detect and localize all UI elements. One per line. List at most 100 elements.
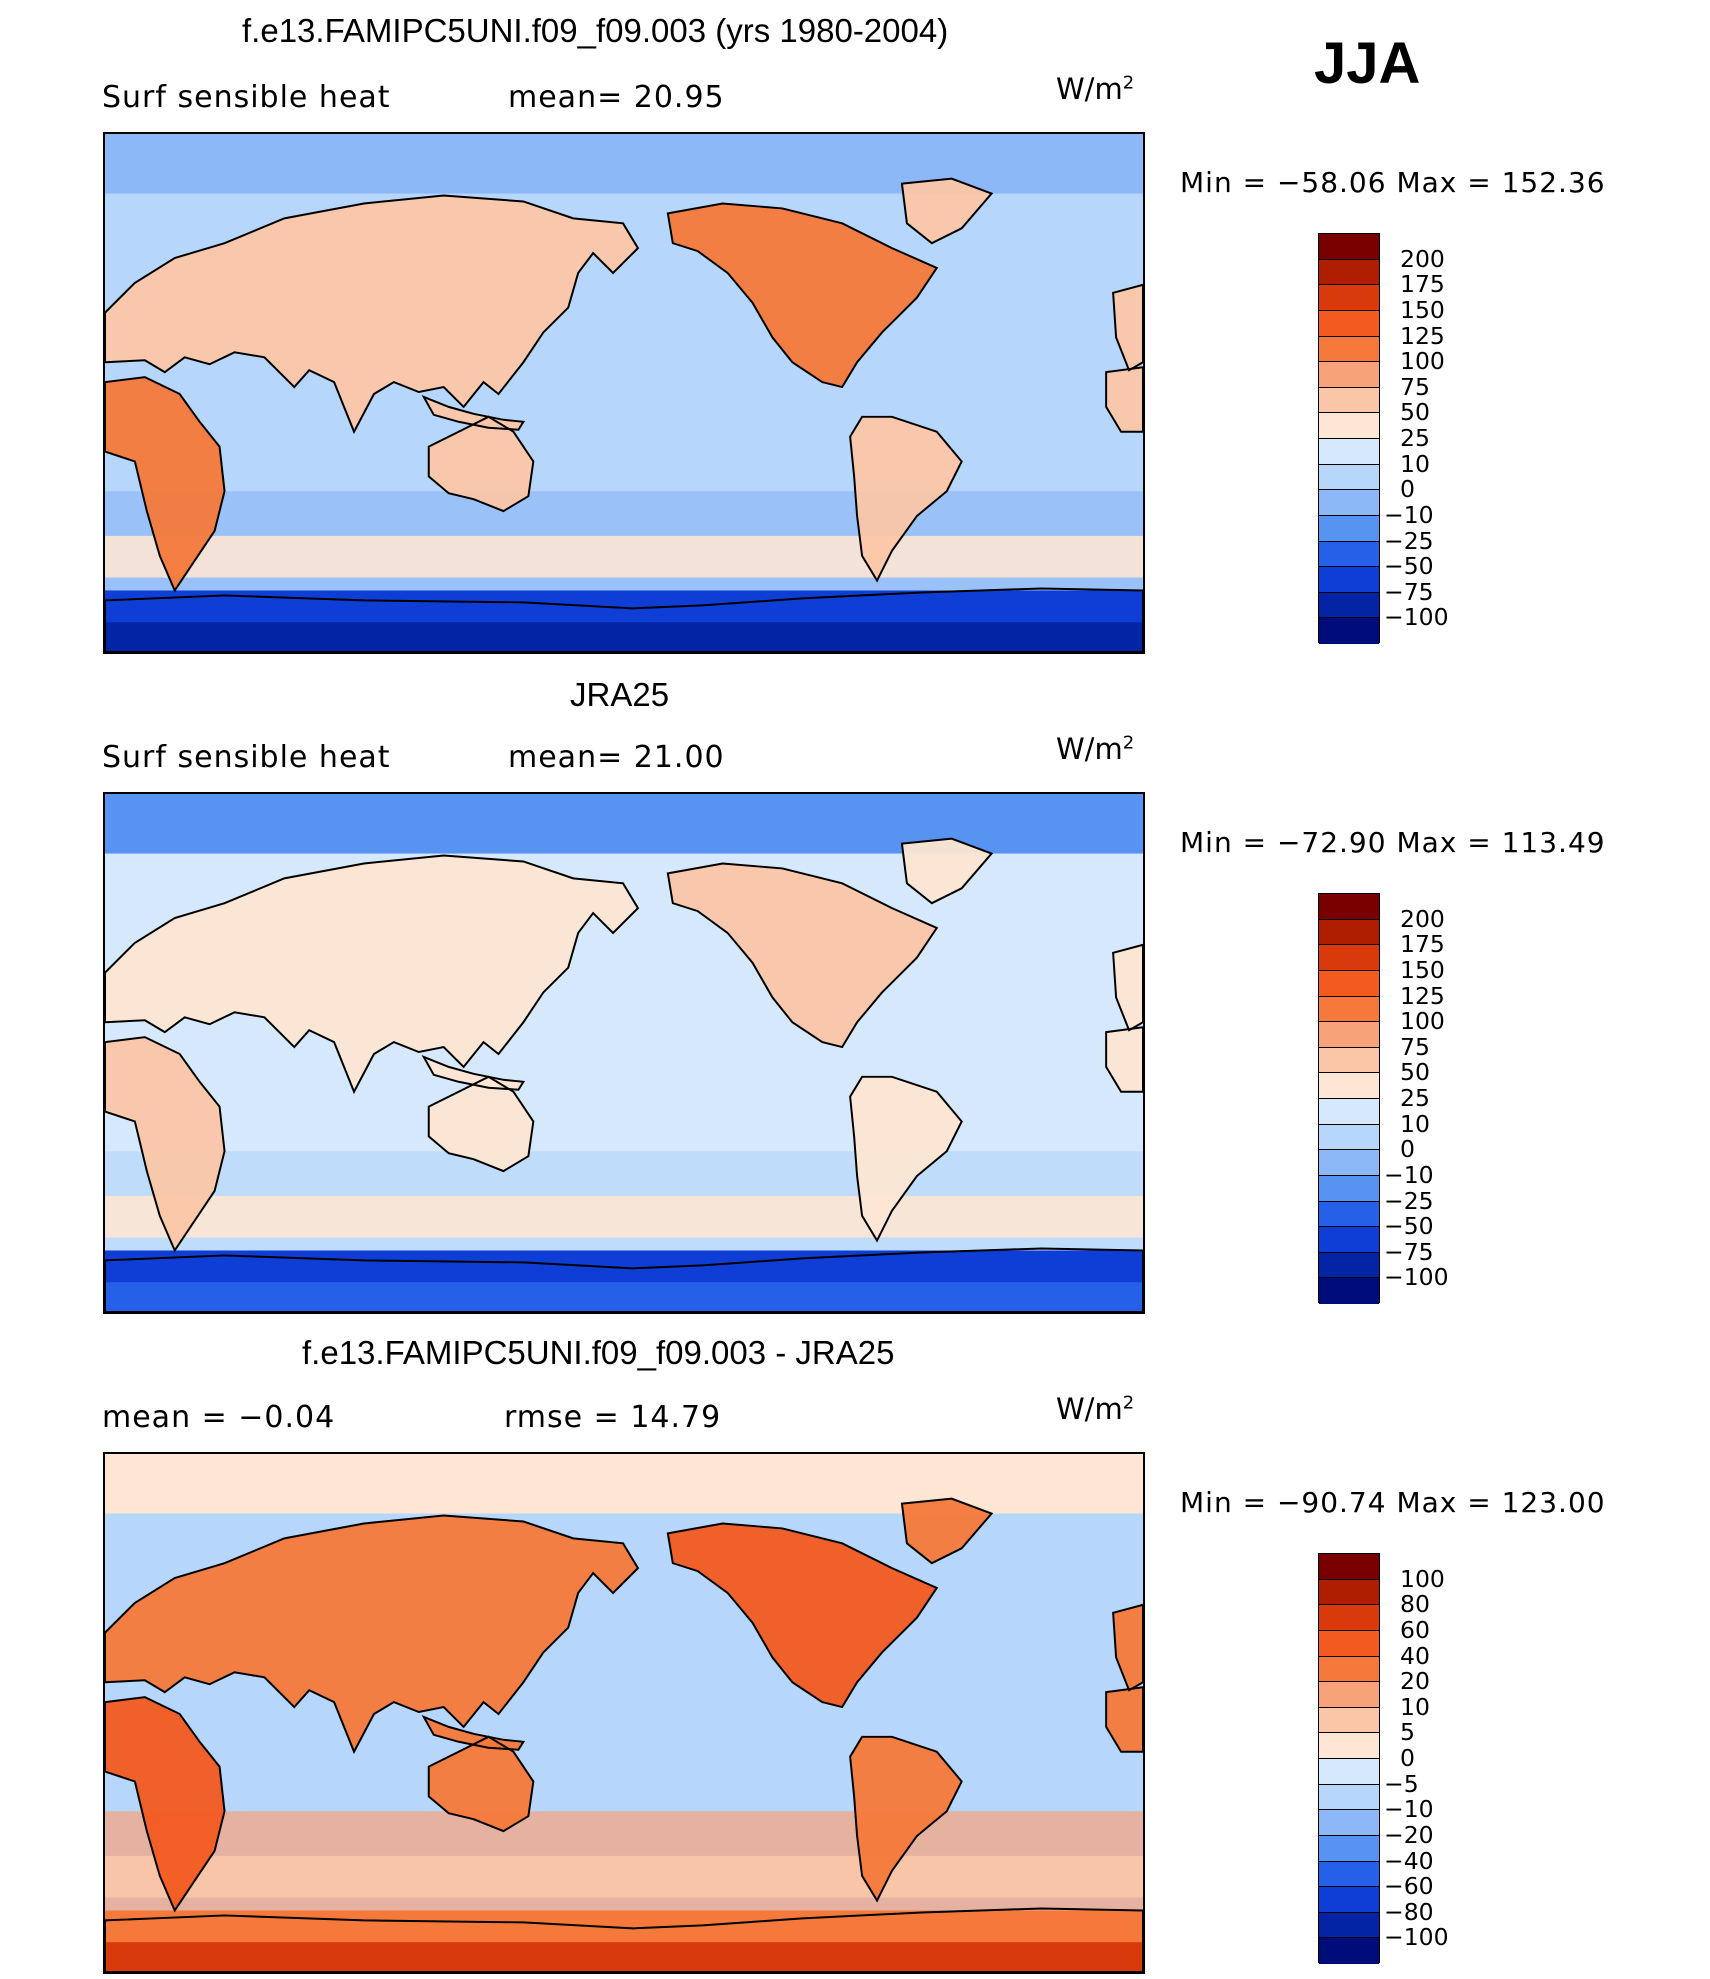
colorbar-label: 100 — [1400, 1564, 1445, 1593]
colorbar-label: 10 — [1400, 1109, 1430, 1138]
panel-1-title: f.e13.FAMIPC5UNI.f09_f09.003 (yrs 1980-2… — [242, 12, 949, 49]
colorbar-box — [1319, 310, 1379, 337]
coastline-greenland — [900, 177, 994, 245]
colorbar-box — [1319, 1073, 1379, 1099]
coastline-iberia — [1112, 283, 1143, 372]
colorbar-label: 100 — [1400, 1007, 1445, 1036]
land-eurasia — [105, 855, 638, 1092]
coastline-africa — [105, 1036, 226, 1253]
colorbar-label: −10 — [1384, 1160, 1434, 1189]
panel-3-colorbar — [1318, 1553, 1380, 1964]
coastline-northam — [666, 1522, 939, 1709]
polar-deep-band — [105, 1942, 1143, 1972]
land-eurasia — [105, 195, 638, 432]
panel-3-map — [103, 1452, 1145, 1974]
colorbar-label: 40 — [1400, 1641, 1430, 1670]
colorbar-box — [1319, 1150, 1379, 1176]
colorbar-label: 75 — [1400, 372, 1430, 401]
panel-1-colorbar-labels: 200 175 150 125 100 75 50 25 10 0 −10 −25 −50 −75 −100 — [1384, 233, 1504, 643]
land-australia — [428, 1736, 534, 1832]
coastline-eurasia — [105, 194, 640, 435]
land-northam — [667, 863, 937, 1048]
panel-3-rmse-label: rmse = 14.79 — [504, 1400, 722, 1435]
colorbar-box — [1319, 490, 1379, 516]
colorbar-box — [1319, 362, 1379, 388]
colorbar-label: 0 — [1400, 1135, 1415, 1164]
panel-2-minmax: Min = −72.90 Max = 113.49 — [1180, 826, 1606, 859]
colorbar-label: −75 — [1384, 1237, 1434, 1266]
land-nafrica — [1106, 1687, 1143, 1752]
colorbar-box — [1319, 996, 1379, 1023]
colorbar-box — [1319, 1630, 1379, 1657]
colorbar-label: 50 — [1400, 398, 1430, 427]
coastline-africa — [105, 1696, 226, 1913]
colorbar-box — [1319, 1682, 1379, 1708]
coastline-nafrica — [1105, 1686, 1143, 1753]
coastline-northam — [666, 202, 939, 389]
colorbar-label: 100 — [1400, 347, 1445, 376]
land-iberia — [1113, 284, 1143, 371]
colorbar-label: −50 — [1384, 552, 1434, 581]
colorbar-box — [1319, 1605, 1379, 1631]
colorbar-box — [1319, 1656, 1379, 1683]
colorbar-box — [1319, 1759, 1379, 1785]
coastline-eurasia — [105, 1514, 640, 1755]
coastline-northam — [666, 862, 939, 1049]
land-southam — [850, 1736, 962, 1901]
panel-3-mean-label: mean = −0.04 — [102, 1400, 336, 1435]
coastline-southam — [849, 1735, 963, 1903]
colorbar-box — [1319, 1707, 1379, 1734]
colorbar-box — [1319, 1887, 1379, 1913]
colorbar-box — [1319, 1124, 1379, 1151]
colorbar-box — [1319, 1278, 1379, 1304]
southern-westerly-band — [105, 1195, 1143, 1238]
panel-1-map — [103, 132, 1145, 654]
land-greenland — [901, 838, 992, 904]
colorbar-box — [1319, 1201, 1379, 1228]
colorbar-label: −60 — [1384, 1872, 1434, 1901]
colorbar-box — [1319, 1022, 1379, 1048]
colorbar-label: 50 — [1400, 1058, 1430, 1087]
southern-westerly-band — [105, 1855, 1143, 1898]
colorbar-label: 0 — [1400, 1744, 1415, 1772]
land-iberia — [1113, 944, 1143, 1031]
colorbar-label: 25 — [1400, 1084, 1430, 1112]
colorbar-label: 200 — [1400, 904, 1445, 933]
land-indonesia — [423, 1056, 524, 1090]
panel-2-variable-label: Surf sensible heat — [102, 740, 391, 775]
colorbar-box — [1319, 515, 1379, 542]
colorbar-box — [1319, 387, 1379, 414]
colorbar-box — [1319, 894, 1379, 920]
colorbar-box — [1319, 1733, 1379, 1759]
season-label: JJA — [1314, 31, 1421, 96]
panel-2-title: JRA25 — [570, 676, 670, 713]
southern-westerly-band — [105, 535, 1143, 578]
colorbar-label: 10 — [1400, 449, 1430, 478]
colorbar-label: −80 — [1384, 1897, 1434, 1926]
coastline-indonesia — [421, 1715, 526, 1751]
colorbar-box — [1319, 1784, 1379, 1811]
coastline-australia — [427, 1075, 535, 1173]
colorbar-label: 10 — [1400, 1692, 1430, 1721]
colorbar-box — [1319, 1579, 1379, 1606]
coastline-antarctica — [105, 587, 1143, 652]
colorbar-label: −100 — [1384, 1923, 1449, 1952]
land-northam — [667, 203, 937, 388]
colorbar-label: 80 — [1400, 1590, 1430, 1619]
colorbar-box — [1319, 970, 1379, 997]
colorbar-box — [1319, 1099, 1379, 1125]
coastline-africa — [105, 376, 226, 593]
land-nafrica — [1106, 367, 1143, 432]
map-field — [105, 1454, 1143, 1972]
colorbar-box — [1319, 1810, 1379, 1836]
panel-1-mean-label: mean= 20.95 — [508, 80, 725, 115]
colorbar-box — [1319, 1047, 1379, 1074]
colorbar-label: −5 — [1384, 1769, 1419, 1798]
coastline-greenland — [900, 837, 994, 905]
colorbar-label: 175 — [1400, 270, 1445, 299]
land-southam — [850, 1076, 962, 1241]
colorbar-label: −100 — [1384, 603, 1449, 632]
colorbar-label: 5 — [1400, 1718, 1415, 1747]
land-greenland — [901, 178, 992, 244]
coastline-nafrica — [1105, 366, 1143, 433]
